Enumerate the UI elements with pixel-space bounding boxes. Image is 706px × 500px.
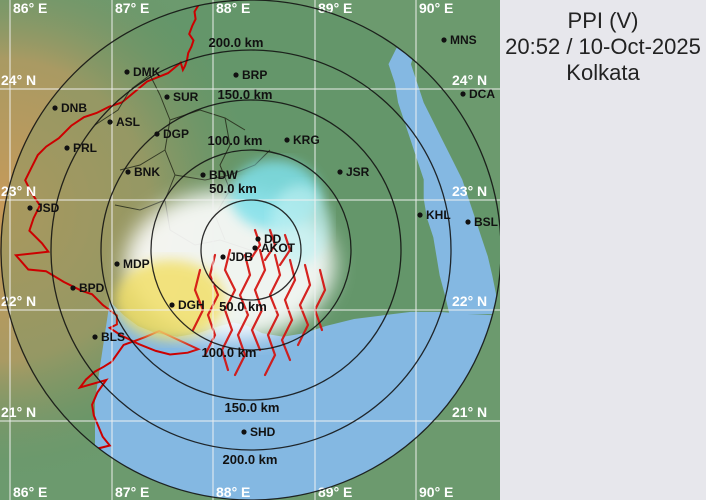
svg-text:24° N: 24° N (452, 72, 487, 88)
svg-text:ASL: ASL (116, 115, 140, 129)
svg-text:JSR: JSR (346, 165, 370, 179)
svg-text:21° N: 21° N (1, 404, 36, 420)
svg-text:21° N: 21° N (452, 404, 487, 420)
svg-text:100.0 km: 100.0 km (202, 345, 257, 360)
svg-text:150.0 km: 150.0 km (225, 400, 280, 415)
svg-text:DGP: DGP (163, 127, 189, 141)
svg-text:22° N: 22° N (452, 293, 487, 309)
svg-text:BNK: BNK (134, 165, 160, 179)
svg-text:90° E: 90° E (419, 484, 453, 500)
svg-text:BLS: BLS (101, 330, 125, 344)
svg-text:86° E: 86° E (13, 484, 47, 500)
svg-text:89° E: 89° E (318, 484, 352, 500)
svg-text:DMK: DMK (133, 65, 161, 79)
svg-text:SUR: SUR (173, 90, 199, 104)
svg-text:87° E: 87° E (115, 0, 149, 16)
svg-text:BSL: BSL (474, 215, 498, 229)
svg-text:DGH: DGH (178, 298, 205, 312)
svg-text:KRG: KRG (293, 133, 320, 147)
svg-text:AKOT: AKOT (261, 241, 296, 255)
svg-text:50.0 km: 50.0 km (209, 181, 257, 196)
svg-text:150.0 km: 150.0 km (218, 87, 273, 102)
svg-text:100.0 km: 100.0 km (208, 133, 263, 148)
svg-text:JSD: JSD (36, 201, 60, 215)
svg-text:BRP: BRP (242, 68, 267, 82)
svg-text:24° N: 24° N (1, 72, 36, 88)
svg-text:BDW: BDW (209, 168, 238, 182)
svg-text:90° E: 90° E (419, 0, 453, 16)
svg-text:200.0 km: 200.0 km (223, 452, 278, 467)
svg-text:DCA: DCA (469, 87, 495, 101)
svg-text:89° E: 89° E (318, 0, 352, 16)
svg-text:DNB: DNB (61, 101, 87, 115)
svg-text:86° E: 86° E (13, 0, 47, 16)
svg-text:MDP: MDP (123, 257, 150, 271)
svg-text:JDB: JDB (229, 250, 253, 264)
svg-text:SHD: SHD (250, 425, 276, 439)
svg-text:200.0 km: 200.0 km (209, 35, 264, 50)
svg-text:MNS: MNS (450, 33, 477, 47)
svg-text:87° E: 87° E (115, 484, 149, 500)
svg-text:PRL: PRL (73, 141, 97, 155)
svg-text:KHL: KHL (426, 208, 451, 222)
svg-text:23° N: 23° N (452, 183, 487, 199)
svg-text:BPD: BPD (79, 281, 105, 295)
svg-text:50.0 km: 50.0 km (219, 299, 267, 314)
